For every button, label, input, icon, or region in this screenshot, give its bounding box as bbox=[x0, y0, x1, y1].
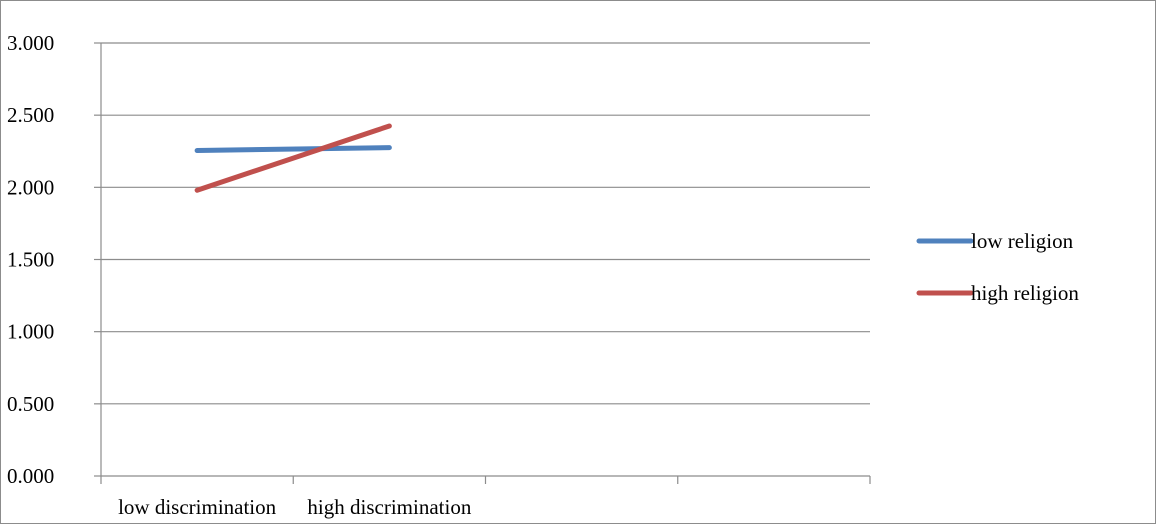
legend-label: low religion bbox=[971, 229, 1074, 253]
y-tick-label: 3.000 bbox=[7, 31, 54, 55]
x-tick-label: low discrimination bbox=[118, 495, 277, 519]
legend-label: high religion bbox=[971, 281, 1079, 305]
axes bbox=[94, 42, 871, 484]
y-tick-labels: 0.000 0.500 1.000 1.500 2.000 2.500 3.000 bbox=[7, 31, 54, 488]
y-tick-label: 2.500 bbox=[7, 103, 54, 127]
x-tick-labels: low discrimination high discrimination bbox=[118, 495, 472, 519]
y-tick-label: 0.000 bbox=[7, 464, 54, 488]
y-tick-label: 2.000 bbox=[7, 175, 54, 199]
series-line-high-religion bbox=[194, 123, 392, 193]
x-tick-label: high discrimination bbox=[307, 495, 471, 519]
series-line-low-religion bbox=[194, 145, 392, 154]
y-tick-label: 0.500 bbox=[7, 392, 54, 416]
legend: low religion high religion bbox=[916, 229, 1079, 305]
y-tick-label: 1.000 bbox=[7, 320, 54, 344]
y-tick-label: 1.500 bbox=[7, 248, 54, 272]
series-lines bbox=[194, 123, 392, 193]
gridlines bbox=[101, 42, 870, 405]
